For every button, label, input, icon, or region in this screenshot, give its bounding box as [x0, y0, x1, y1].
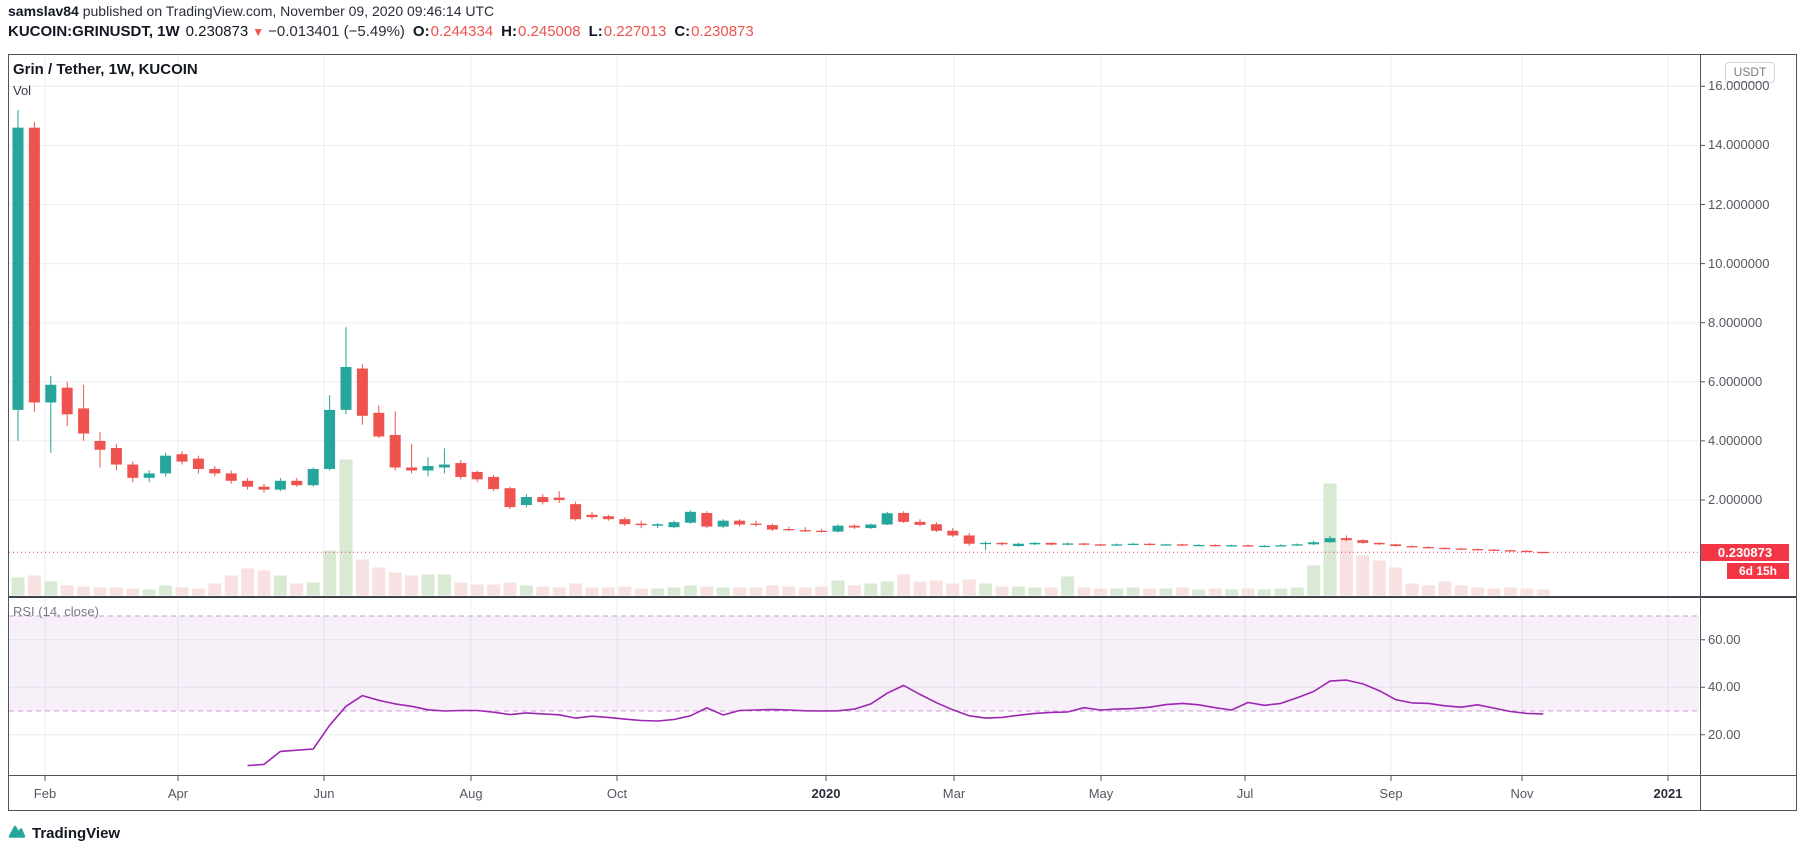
time-axis-label: Feb: [33, 786, 57, 801]
price-axis-label: 4.000000: [1708, 432, 1763, 448]
rsi-plot-line: [247, 679, 1544, 767]
price-axis-label: 2.000000: [1708, 492, 1763, 507]
low-value: 0.227013: [603, 23, 667, 40]
close-value: 0.230873: [691, 23, 754, 40]
price-axis-label: 6.000000: [1708, 373, 1763, 389]
symbol-info-bar: KUCOIN:GRINUSDT, 1W 0.230873 ▼ −0.013401 (−…: [8, 23, 754, 40]
candles-layer: [12, 109, 1549, 554]
price-axis-label: 14.000000: [1708, 137, 1770, 153]
volume-label: Vol: [13, 83, 32, 98]
header-last-price: 0.230873: [185, 23, 249, 40]
author-name: samslav84: [8, 3, 79, 19]
time-axis-label: 2021: [1653, 786, 1683, 801]
rsi-axis-label: 20.00: [1708, 726, 1741, 742]
panel-borders: [8, 54, 1797, 811]
snapshot-header: samslav84 published on TradingView.com, …: [8, 3, 754, 40]
time-axis-label: May: [1088, 786, 1114, 801]
time-axis-label: Apr: [167, 786, 189, 801]
rsi-band: [9, 615, 1699, 712]
rsi-label: RSI (14, close): [13, 604, 99, 619]
tradingview-logo-icon: [7, 821, 27, 846]
price-change: −0.013401 (−5.49%): [268, 23, 405, 40]
close-label: C:: [674, 23, 691, 40]
time-axis-label: Sep: [1379, 786, 1403, 801]
price-axis-label: 12.000000: [1708, 196, 1770, 212]
tradingview-logo-text: TradingView: [32, 825, 121, 842]
price-axis-label: 8.000000: [1708, 314, 1763, 330]
time-axis-label: Aug: [459, 786, 483, 801]
tradingview-branding[interactable]: TradingView: [7, 821, 120, 846]
price-axis-label: 10.000000: [1708, 255, 1770, 271]
publish-text: published on TradingView.com, November 0…: [78, 3, 495, 19]
rsi-axis-label: 60.00: [1708, 631, 1741, 647]
publish-info: samslav84 published on TradingView.com, …: [8, 3, 754, 22]
axis-ticks: [44, 85, 1705, 781]
high-label: H:: [501, 23, 517, 40]
direction-down-icon: ▼: [252, 25, 265, 39]
volume-layer: [11, 459, 1550, 596]
time-axis-label: Oct: [606, 786, 628, 801]
gridlines-layer: [9, 55, 1699, 776]
time-axis-label: Jul: [1236, 786, 1254, 801]
time-axis-label: 2020: [811, 786, 841, 801]
price-scale[interactable]: 16.000000 14.000000 12.000000 10.000000 8.00…: [1701, 55, 1796, 810]
price-axis-label: 16.000000: [1708, 78, 1770, 94]
open-label: O:: [412, 23, 430, 40]
symbol-name: KUCOIN:GRINUSDT, 1W: [8, 23, 180, 40]
time-axis-label: Nov: [1510, 786, 1534, 801]
time-axis-label: Mar: [942, 786, 966, 801]
currency-badge: USDT: [1725, 62, 1775, 83]
last-price-badge: 0.230873: [1701, 543, 1789, 561]
time-scale[interactable]: Feb Apr Jun Aug Oct 2020 Mar May Jul Sep Nov 2021: [8, 777, 1797, 810]
rsi-axis-label: 40.00: [1708, 679, 1741, 695]
bar-countdown-badge: 6d 15h: [1727, 562, 1789, 579]
high-value: 0.245008: [518, 23, 581, 40]
low-label: L:: [588, 23, 603, 40]
open-value: 0.244334: [430, 23, 494, 40]
chart-title: Grin / Tether, 1W, KUCOIN: [13, 61, 198, 78]
time-axis-label: Jun: [313, 786, 335, 801]
